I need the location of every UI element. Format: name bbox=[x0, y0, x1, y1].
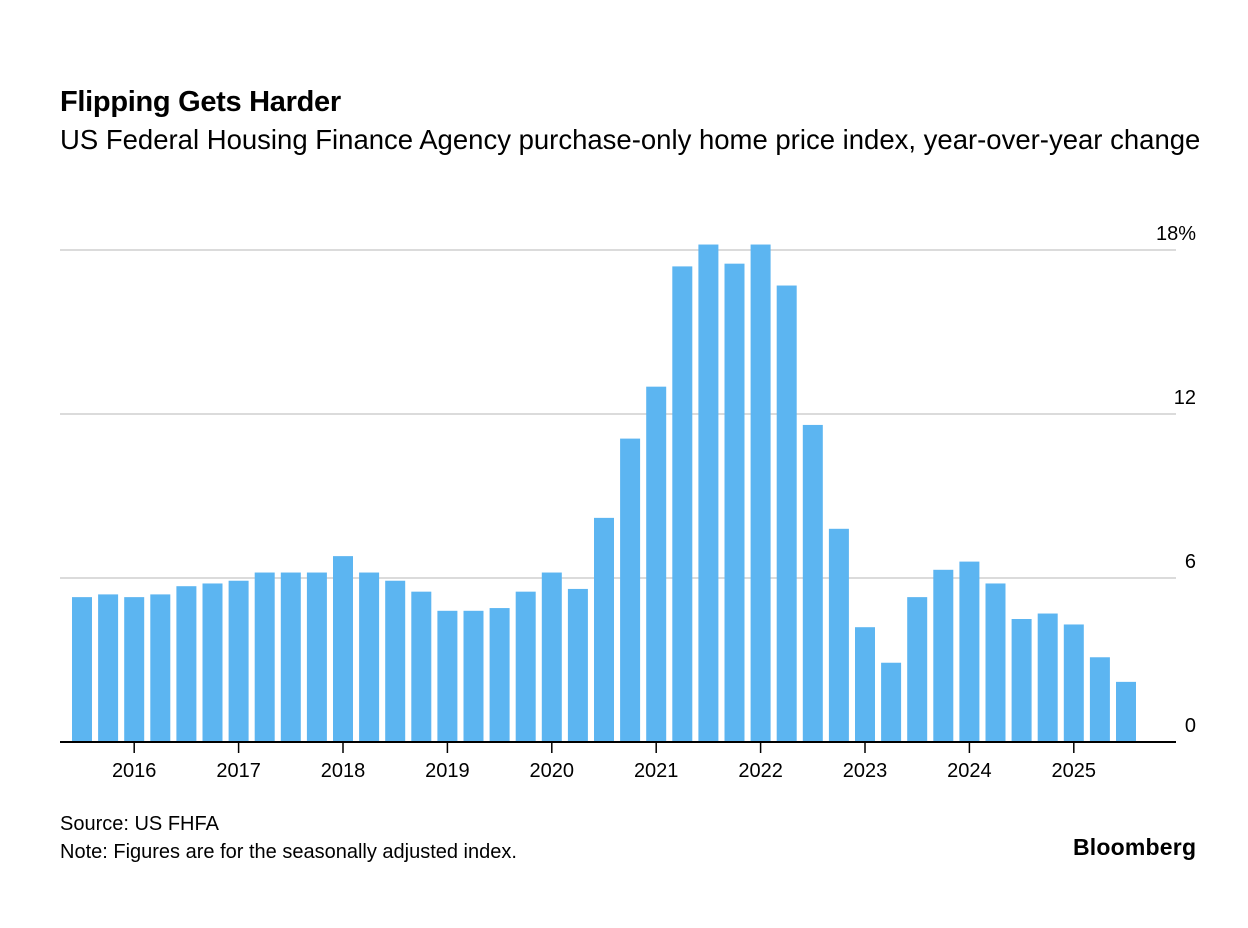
gridlines bbox=[60, 249, 1176, 579]
bar bbox=[646, 386, 667, 742]
bar bbox=[515, 591, 536, 742]
bar bbox=[620, 438, 641, 742]
bar bbox=[306, 572, 327, 742]
bar bbox=[202, 583, 223, 742]
y-tick-label: 0 bbox=[1185, 715, 1196, 737]
y-tick-label: 12 bbox=[1174, 387, 1196, 409]
source-text: Source: US FHFA bbox=[60, 813, 219, 835]
bar bbox=[98, 594, 119, 742]
x-tick-label: 2020 bbox=[530, 760, 575, 782]
chart-subtitle: US Federal Housing Finance Agency purcha… bbox=[60, 124, 1201, 155]
bar bbox=[489, 608, 510, 742]
bar bbox=[72, 597, 92, 742]
bar bbox=[933, 569, 954, 742]
bar bbox=[881, 662, 902, 742]
bars bbox=[72, 244, 1136, 743]
bar bbox=[150, 594, 171, 742]
bar bbox=[698, 244, 719, 743]
bloomberg-logo: Bloomberg bbox=[1073, 834, 1197, 860]
note-text: Note: Figures are for the seasonally adj… bbox=[60, 841, 517, 863]
bar bbox=[985, 583, 1006, 742]
bar bbox=[776, 285, 797, 742]
x-tick-label: 2024 bbox=[947, 760, 992, 782]
bar bbox=[254, 572, 275, 742]
bar bbox=[828, 528, 849, 742]
bar bbox=[463, 610, 484, 742]
bar bbox=[333, 556, 353, 742]
bar bbox=[855, 627, 875, 742]
bar bbox=[1089, 657, 1110, 742]
y-tick-label: 18% bbox=[1156, 223, 1196, 245]
x-axis-labels: 2016 2017 2018 2019 2020 2021 2022 2023 2024 2025 bbox=[112, 760, 1096, 782]
x-tick-label: 2017 bbox=[216, 760, 261, 782]
x-axis bbox=[60, 741, 1176, 753]
bar bbox=[594, 517, 614, 742]
x-tick-label: 2019 bbox=[425, 760, 470, 782]
source-note: Source: US FHFA Note: Figures are for th… bbox=[60, 810, 517, 866]
bar bbox=[385, 580, 406, 742]
bar bbox=[672, 266, 693, 742]
bar bbox=[567, 588, 588, 742]
x-tick-label: 2021 bbox=[634, 760, 679, 782]
x-tick-label: 2022 bbox=[738, 760, 783, 782]
bar bbox=[907, 597, 928, 742]
x-tick-label: 2023 bbox=[843, 760, 888, 782]
x-tick-label: 2018 bbox=[321, 760, 366, 782]
bar bbox=[724, 263, 745, 742]
x-tick-label: 2025 bbox=[1052, 760, 1097, 782]
bar bbox=[750, 244, 771, 743]
bar bbox=[541, 572, 562, 742]
bar bbox=[959, 561, 980, 742]
bar bbox=[176, 586, 197, 742]
bar bbox=[1011, 619, 1032, 742]
bar bbox=[1037, 613, 1058, 742]
bar bbox=[437, 610, 458, 742]
bar bbox=[411, 591, 432, 742]
bar bbox=[1063, 624, 1084, 742]
bar bbox=[280, 572, 301, 742]
bar bbox=[124, 597, 145, 742]
bar bbox=[802, 424, 823, 742]
bar bbox=[1116, 681, 1136, 742]
bar bbox=[228, 580, 249, 742]
y-axis-labels: 0 6 12 18% bbox=[1156, 223, 1196, 737]
bar bbox=[359, 572, 380, 742]
chart-title: Flipping Gets Harder bbox=[60, 86, 341, 118]
y-tick-label: 6 bbox=[1185, 551, 1196, 573]
x-tick-label: 2016 bbox=[112, 760, 157, 782]
